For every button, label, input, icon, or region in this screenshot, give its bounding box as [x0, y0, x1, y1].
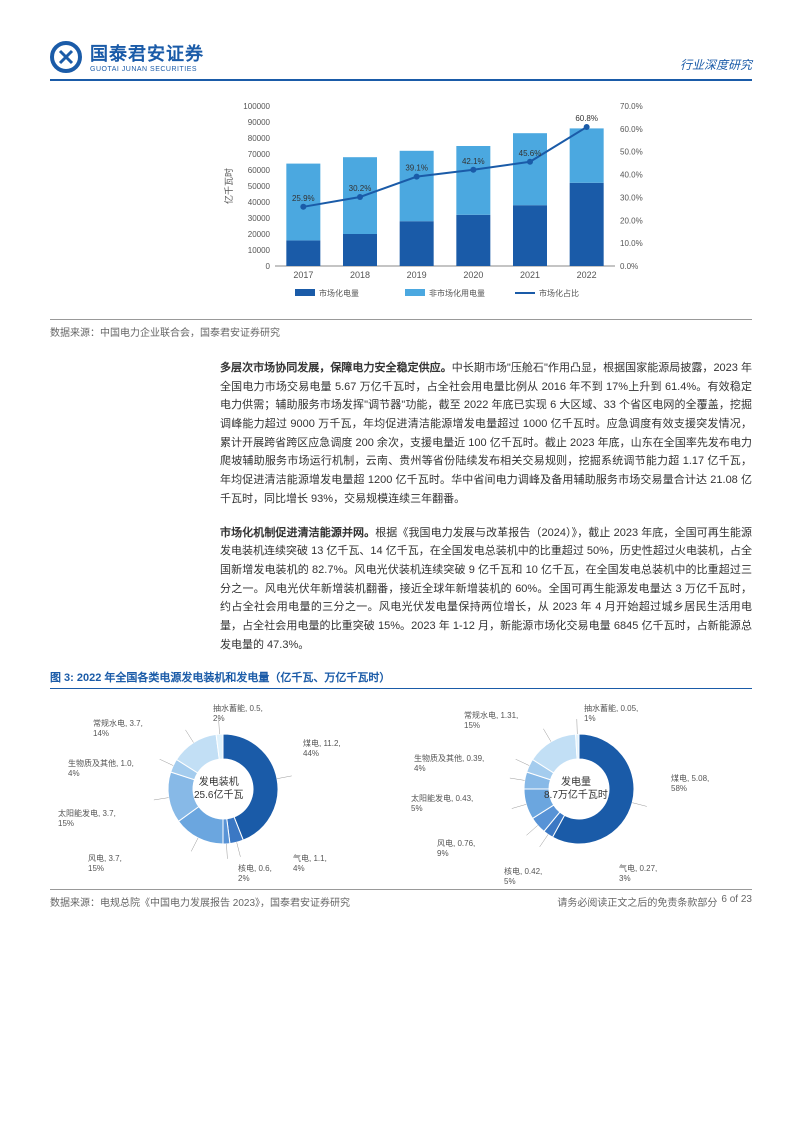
svg-text:50000: 50000: [248, 182, 271, 191]
logo-area: 国泰君安证券 GUOTAI JUNAN SECURITIES: [50, 40, 204, 73]
paragraph-2: 市场化机制促进清洁能源并网。根据《我国电力发展与改革报告（2024）》，截止 2…: [220, 524, 752, 655]
pie1-wrap: 发电装机 25.6亿千瓦 煤电, 11.2,44%气电, 1.1,4%核电, 0…: [53, 699, 393, 879]
pie1-center-t1: 发电装机: [194, 776, 243, 789]
svg-text:45.6%: 45.6%: [519, 149, 542, 158]
svg-text:10000: 10000: [248, 246, 271, 255]
pie-slice-label: 太阳能发电, 0.43,5%: [411, 794, 473, 813]
pie-slice-label: 风电, 3.7,15%: [88, 854, 122, 873]
svg-text:10.0%: 10.0%: [620, 239, 643, 248]
para1-lead: 多层次市场协同发展，保障电力安全稳定供应。: [220, 362, 452, 374]
svg-text:20.0%: 20.0%: [620, 216, 643, 225]
pie2-center: 发电量 8.7万亿千瓦时: [544, 776, 608, 802]
svg-text:80000: 80000: [248, 134, 271, 143]
svg-text:100000: 100000: [243, 102, 270, 111]
svg-text:60.0%: 60.0%: [620, 125, 643, 134]
pie-row: 发电装机 25.6亿千瓦 煤电, 11.2,44%气电, 1.1,4%核电, 0…: [50, 699, 752, 879]
logo-cn: 国泰君安证券: [90, 40, 204, 66]
pie-slice-label: 气电, 0.27,3%: [619, 864, 657, 883]
pie-slice-label: 生物质及其他, 0.39,4%: [414, 754, 484, 773]
page-header: 国泰君安证券 GUOTAI JUNAN SECURITIES 行业深度研究: [50, 40, 752, 81]
pie-slice-label: 常规水电, 3.7,14%: [93, 719, 143, 738]
source2: 数据来源：电规总院《中国电力发展报告 2023》，国泰君安证券研究: [50, 894, 350, 909]
svg-text:市场化占比: 市场化占比: [539, 288, 579, 298]
svg-text:40000: 40000: [248, 198, 271, 207]
svg-text:2021: 2021: [520, 270, 540, 280]
chart1-container: 0 10000 20000 30000 40000 50000 60000 70000 8000…: [220, 96, 752, 311]
svg-text:60.8%: 60.8%: [575, 114, 598, 123]
svg-text:50.0%: 50.0%: [620, 148, 643, 157]
pie-slice-label: 抽水蓄能, 0.05,1%: [584, 704, 638, 723]
pie-slice-label: 煤电, 11.2,44%: [303, 739, 341, 758]
svg-text:30.0%: 30.0%: [620, 193, 643, 202]
pie-slice-label: 核电, 0.6,2%: [238, 864, 272, 883]
pie-slice-label: 气电, 1.1,4%: [293, 854, 327, 873]
chart1-svg: 0 10000 20000 30000 40000 50000 60000 70000 8000…: [220, 96, 660, 306]
page-container: 国泰君安证券 GUOTAI JUNAN SECURITIES 行业深度研究 0 1…: [0, 0, 802, 939]
pie-slice-label: 生物质及其他, 1.0,4%: [68, 759, 134, 778]
pie1-center-t2: 25.6亿千瓦: [194, 789, 243, 802]
source1: 数据来源：中国电力企业联合会，国泰君安证券研究: [50, 319, 752, 339]
logo-en: GUOTAI JUNAN SECURITIES: [90, 66, 204, 73]
svg-text:60000: 60000: [248, 166, 271, 175]
svg-text:0: 0: [266, 262, 271, 271]
pie1-center: 发电装机 25.6亿千瓦: [194, 776, 243, 802]
svg-text:39.1%: 39.1%: [405, 164, 428, 173]
svg-text:0.0%: 0.0%: [620, 262, 638, 271]
svg-text:2020: 2020: [463, 270, 483, 280]
para1-body: 中长期市场"压舱石"作用凸显，根据国家能源局披露，2023 年全国电力市场交易电…: [220, 362, 752, 505]
pie2-center-t1: 发电量: [544, 776, 608, 789]
pie2-center-t2: 8.7万亿千瓦时: [544, 789, 608, 802]
footer-pagenum: 6 of 23: [721, 894, 752, 909]
pie2-wrap: 发电量 8.7万亿千瓦时 煤电, 5.08,58%气电, 0.27,3%核电, …: [409, 699, 749, 879]
header-category: 行业深度研究: [680, 56, 752, 73]
svg-text:20000: 20000: [248, 230, 271, 239]
svg-text:70.0%: 70.0%: [620, 102, 643, 111]
page-footer: 数据来源：电规总院《中国电力发展报告 2023》，国泰君安证券研究 请务必阅读正…: [50, 889, 752, 909]
svg-text:40.0%: 40.0%: [620, 171, 643, 180]
pie-slice-label: 核电, 0.42,5%: [504, 867, 542, 886]
svg-text:2022: 2022: [577, 270, 597, 280]
svg-text:亿千瓦时: 亿千瓦时: [223, 168, 234, 204]
para2-lead: 市场化机制促进清洁能源并网。: [220, 527, 375, 539]
paragraph-1: 多层次市场协同发展，保障电力安全稳定供应。中长期市场"压舱石"作用凸显，根据国家…: [220, 359, 752, 509]
svg-text:90000: 90000: [248, 118, 271, 127]
svg-text:2017: 2017: [293, 270, 313, 280]
svg-text:2018: 2018: [350, 270, 370, 280]
pie-slice-label: 太阳能发电, 3.7,15%: [58, 809, 116, 828]
svg-text:42.1%: 42.1%: [462, 157, 485, 166]
para2-body: 根据《我国电力发展与改革报告（2024）》，截止 2023 年底，全国可再生能源…: [220, 527, 752, 651]
svg-text:30000: 30000: [248, 214, 271, 223]
svg-text:市场化电量: 市场化电量: [319, 288, 359, 298]
svg-text:2019: 2019: [407, 270, 427, 280]
logo-text: 国泰君安证券 GUOTAI JUNAN SECURITIES: [90, 40, 204, 73]
svg-text:非市场化用电量: 非市场化用电量: [429, 288, 485, 298]
pie-slice-label: 抽水蓄能, 0.5,2%: [213, 704, 263, 723]
logo-icon: [50, 41, 82, 73]
pie-slice-label: 煤电, 5.08,58%: [671, 774, 709, 793]
svg-text:30.2%: 30.2%: [349, 184, 372, 193]
pie-slice-label: 风电, 0.76,9%: [437, 839, 475, 858]
footer-disclaimer: 请务必阅读正文之后的免责条款部分: [557, 894, 717, 909]
svg-text:25.9%: 25.9%: [292, 194, 315, 203]
svg-text:70000: 70000: [248, 150, 271, 159]
pie-slice-label: 常规水电, 1.31,15%: [464, 711, 518, 730]
fig3-title: 图 3: 2022 年全国各类电源发电装机和发电量（亿千瓦、万亿千瓦时）: [50, 669, 752, 689]
